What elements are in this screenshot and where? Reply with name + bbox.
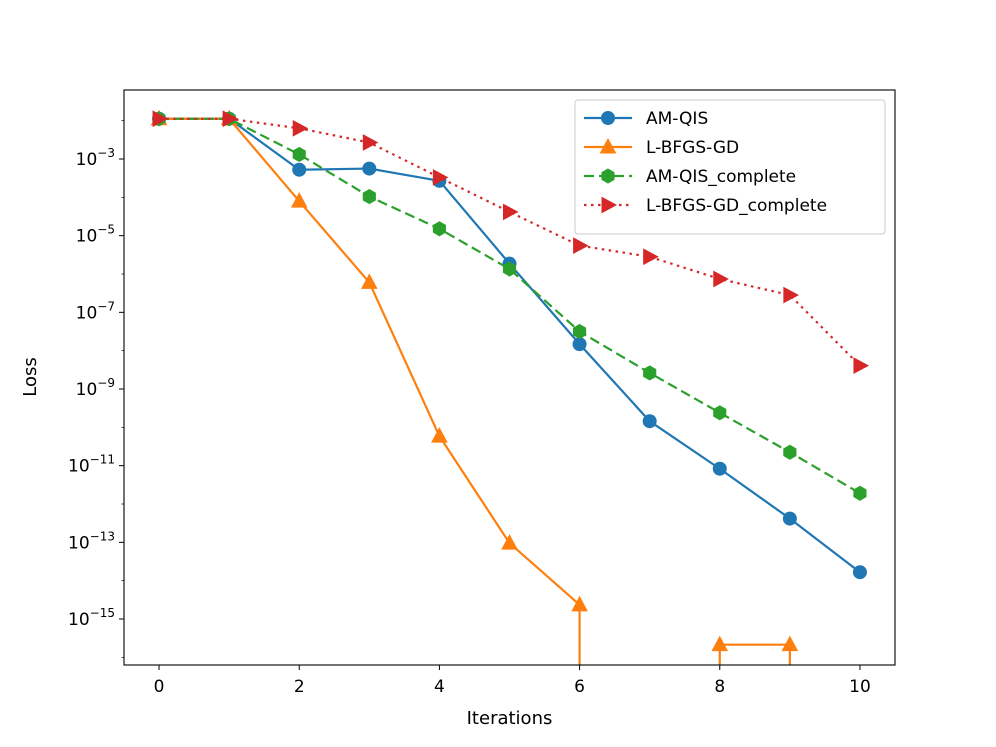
y-tick-label: 10−5 bbox=[76, 223, 115, 247]
legend-label: L-BFGS-GD bbox=[646, 138, 739, 158]
y-tick-base: 10 bbox=[68, 457, 90, 477]
y-tick-base: 10 bbox=[76, 150, 98, 170]
x-axis: 0 2 4 6 8 10 bbox=[154, 665, 871, 697]
y-tick-exponent: −15 bbox=[90, 606, 115, 620]
data-point bbox=[503, 203, 519, 221]
data-point bbox=[290, 192, 308, 208]
data-point bbox=[362, 161, 377, 176]
legend-marker bbox=[599, 137, 617, 154]
data-point bbox=[572, 337, 587, 352]
data-point bbox=[713, 270, 729, 288]
data-point bbox=[432, 221, 446, 237]
data-point bbox=[573, 323, 587, 340]
y-axis-label: Loss bbox=[20, 357, 41, 396]
data-point bbox=[711, 635, 729, 652]
data-point bbox=[643, 365, 657, 381]
data-point bbox=[292, 119, 309, 137]
data-point bbox=[362, 134, 379, 151]
y-tick-label: 10−13 bbox=[68, 529, 115, 553]
data-point bbox=[852, 565, 867, 580]
y-tick-base: 10 bbox=[68, 533, 90, 553]
x-tick-label: 2 bbox=[294, 677, 305, 697]
data-point bbox=[362, 188, 376, 205]
series-line bbox=[159, 117, 581, 665]
data-point bbox=[642, 414, 657, 429]
plot-frame bbox=[123, 89, 896, 666]
series-line bbox=[159, 117, 861, 495]
y-tick-label: 10−9 bbox=[76, 376, 115, 400]
data-point bbox=[781, 635, 799, 652]
y-tick-label: 10−3 bbox=[76, 146, 115, 170]
data-point bbox=[643, 248, 659, 266]
y-tick-exponent: −5 bbox=[97, 223, 115, 237]
series-l-bfgs-gd-complete bbox=[152, 110, 870, 374]
data-point bbox=[783, 286, 799, 304]
legend-label: AM-QIS bbox=[646, 109, 708, 129]
legend-marker bbox=[601, 111, 615, 125]
x-tick-label: 10 bbox=[849, 677, 871, 697]
data-point bbox=[152, 110, 169, 128]
legend-label: AM-QIS_complete bbox=[646, 167, 796, 187]
y-tick-base: 10 bbox=[76, 303, 98, 323]
data-point bbox=[853, 485, 867, 501]
data-point bbox=[292, 146, 306, 162]
y-tick-exponent: −9 bbox=[97, 376, 115, 390]
y-tick-base: 10 bbox=[76, 227, 98, 247]
data-point bbox=[783, 444, 797, 460]
data-point bbox=[853, 357, 870, 374]
data-point bbox=[571, 595, 588, 612]
data-point bbox=[502, 261, 517, 277]
y-tick-exponent: −11 bbox=[90, 453, 115, 467]
x-tick-label: 0 bbox=[154, 677, 165, 697]
y-tick-exponent: −13 bbox=[90, 529, 115, 543]
x-tick-label: 4 bbox=[434, 677, 445, 697]
y-tick-base: 10 bbox=[68, 610, 90, 630]
y-tick-label: 10−7 bbox=[76, 299, 115, 323]
legend: AM-QIS L-BFGS-GD AM-QIS_complete L-BFGS-GD_… bbox=[574, 99, 886, 235]
data-point bbox=[782, 511, 797, 526]
legend-marker bbox=[601, 196, 618, 214]
x-tick-label: 6 bbox=[574, 677, 585, 697]
data-point bbox=[222, 110, 239, 128]
data-point bbox=[573, 237, 589, 254]
y-tick-exponent: −7 bbox=[97, 299, 115, 313]
legend-marker bbox=[601, 168, 615, 184]
data-point bbox=[432, 169, 449, 186]
y-tick-exponent: −3 bbox=[97, 146, 115, 160]
y-tick-base: 10 bbox=[76, 380, 98, 400]
y-tick-label: 10−15 bbox=[68, 606, 115, 630]
data-point bbox=[431, 427, 448, 443]
y-tick-label: 10−11 bbox=[68, 453, 115, 477]
x-tick-label: 8 bbox=[714, 677, 725, 697]
legend-box bbox=[574, 99, 886, 235]
data-point bbox=[712, 461, 727, 476]
data-point bbox=[501, 534, 518, 550]
data-point bbox=[292, 162, 307, 177]
data-point bbox=[360, 273, 378, 289]
x-axis-label: Iterations bbox=[467, 708, 553, 729]
legend-label: L-BFGS-GD_complete bbox=[646, 196, 827, 216]
data-point bbox=[713, 405, 727, 421]
